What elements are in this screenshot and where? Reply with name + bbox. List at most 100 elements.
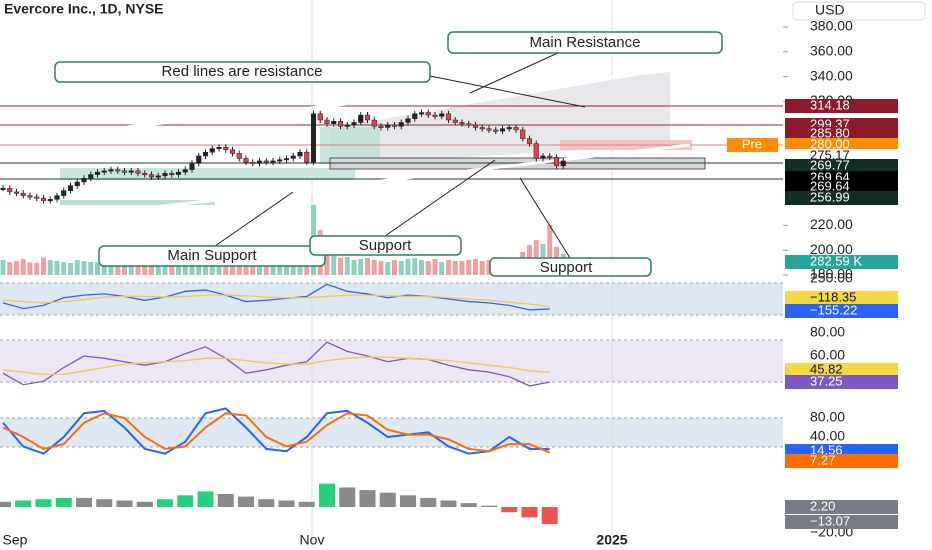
volume-bar — [27, 262, 33, 275]
candle — [162, 173, 168, 177]
histogram-bar — [197, 491, 214, 507]
candle — [115, 169, 121, 172]
volume-bar — [432, 259, 438, 275]
indicator-badge-label: −13.07 — [810, 513, 850, 528]
histogram-bar — [319, 483, 335, 507]
candle — [290, 155, 296, 159]
pre-badge — [727, 138, 778, 152]
volume-bar — [149, 263, 154, 275]
price-badge — [785, 191, 898, 205]
y-tick-label: 180.00 — [810, 266, 853, 282]
candle — [486, 128, 492, 131]
volume-bar — [88, 262, 94, 275]
candle — [452, 119, 458, 123]
candle — [27, 195, 33, 198]
volume-bar — [338, 258, 343, 275]
annotation: Support — [540, 259, 593, 276]
volume-bar — [270, 262, 276, 275]
candle — [155, 175, 161, 178]
indicator-line — [2, 341, 550, 387]
volume-bar — [263, 260, 269, 275]
candle — [547, 155, 553, 158]
y-tick-label: 200.00 — [810, 241, 853, 257]
candle — [283, 158, 290, 161]
volume-bar — [425, 261, 431, 275]
candle — [61, 190, 67, 196]
zone — [60, 200, 215, 205]
histogram-bar — [298, 501, 315, 507]
annotation-lines — [214, 51, 586, 259]
candle — [418, 112, 425, 115]
candle — [142, 173, 148, 176]
price-badge — [785, 127, 898, 141]
price-badge — [785, 99, 898, 113]
candle — [520, 129, 526, 139]
x-label: Nov — [300, 532, 325, 548]
candle — [553, 156, 560, 167]
histogram-bar — [76, 497, 92, 507]
candle — [412, 113, 418, 120]
candle — [128, 170, 134, 173]
candle — [317, 113, 323, 121]
y-tick-label: 60.00 — [810, 347, 845, 363]
volume-bar — [61, 262, 67, 275]
candle — [209, 148, 215, 153]
indicator-badge-label: 2.20 — [810, 498, 835, 513]
histogram-bar — [136, 501, 153, 507]
candle — [67, 185, 74, 191]
price-badge-label: 269.64 — [810, 178, 850, 193]
candle — [169, 173, 175, 176]
channel-fill — [330, 70, 670, 165]
volume-bar — [405, 259, 411, 275]
volume-bar — [378, 261, 384, 275]
price-badge — [785, 138, 898, 152]
volume-bar — [466, 260, 472, 275]
annotation-boxes — [54, 31, 723, 277]
candle — [513, 127, 519, 131]
volume-bar — [398, 261, 404, 275]
candle — [459, 122, 465, 125]
volume-bar — [257, 262, 262, 275]
indicator-line — [2, 294, 550, 308]
candle — [499, 128, 506, 132]
volume-bar — [392, 260, 397, 275]
pre-label: Pre — [742, 136, 762, 151]
volume-bar — [547, 225, 553, 275]
candle — [391, 124, 398, 127]
currency-box — [792, 1, 926, 21]
candle — [20, 192, 26, 196]
candle — [398, 122, 404, 127]
indicator-badge-label: −155.22 — [810, 302, 857, 317]
histogram-bar — [379, 492, 396, 507]
candle — [0, 187, 6, 190]
candle — [432, 114, 438, 117]
candle — [202, 151, 209, 157]
volume-bar — [122, 264, 127, 275]
candle — [7, 187, 13, 193]
candle — [34, 196, 40, 199]
indicator-badge — [785, 454, 898, 468]
price-badge — [785, 255, 898, 269]
volume-bar — [385, 262, 391, 275]
indicator-badge-label: 7.27 — [810, 452, 835, 467]
volume-bar — [95, 262, 100, 275]
histogram-bar — [541, 507, 558, 524]
currency: USD — [815, 2, 845, 18]
histogram-bar — [359, 490, 376, 507]
candle — [270, 160, 276, 163]
indicator-badge-label: 45.82 — [810, 361, 843, 376]
volume-bar — [169, 263, 175, 275]
candle — [364, 114, 371, 121]
price-badge — [785, 159, 898, 173]
candle — [101, 170, 107, 173]
volume-bar — [236, 260, 242, 275]
title: Evercore Inc., 1D, NYSE — [4, 1, 164, 17]
volume-bar — [358, 259, 364, 275]
x-label: 2025 — [596, 532, 627, 548]
volume-bar — [41, 257, 46, 275]
histogram-bar — [258, 499, 275, 507]
candle — [229, 149, 236, 154]
volume-bar — [243, 259, 249, 275]
x-label: Sep — [3, 532, 28, 548]
y-tick-label: 80.00 — [810, 324, 845, 340]
